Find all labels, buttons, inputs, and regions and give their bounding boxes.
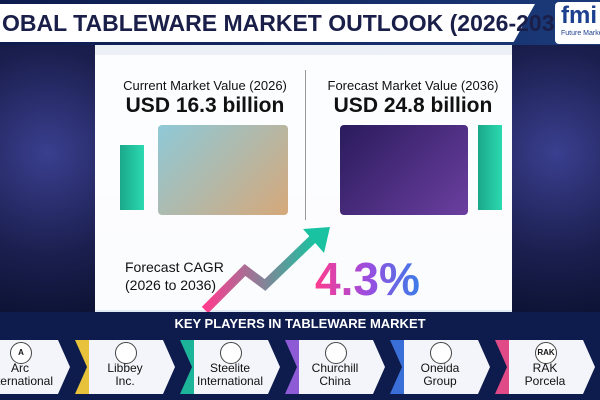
- growth-arrow: [201, 227, 330, 314]
- player-icon: [325, 342, 347, 364]
- player-icon: [115, 342, 137, 364]
- left-art: [0, 45, 95, 315]
- title-banner: [0, 4, 535, 42]
- player-icon: [430, 342, 452, 364]
- player-name: Oneida Group: [390, 362, 490, 388]
- cagr-value: 4.3%: [315, 253, 420, 305]
- player-card: Steelite International: [180, 340, 280, 394]
- player-card: RAK RAK Porcela: [495, 340, 595, 394]
- current-label: Current Market Value (2026): [123, 78, 287, 93]
- player-name-line: Oneida: [420, 361, 460, 375]
- player-icon: RAK: [535, 342, 557, 364]
- cagr-label-line: (2026 to 2036): [125, 277, 217, 293]
- player-name: RAK Porcela: [495, 362, 595, 388]
- current-bar: [120, 145, 144, 210]
- player-name: Steelite International: [180, 362, 280, 388]
- cagr-label: Forecast CAGR (2026 to 2036): [125, 258, 224, 294]
- cagr-label-line: Forecast CAGR: [125, 259, 224, 275]
- logo: fmi: [561, 2, 597, 29]
- logo-box: fmi Future Market: [555, 2, 600, 44]
- player-name-line: Churchill: [311, 361, 359, 375]
- forecast-value: USD 24.8 billion: [333, 94, 493, 117]
- player-name-line: China: [319, 374, 351, 388]
- current-image: [158, 125, 288, 215]
- player-card: AArcInternational: [0, 340, 70, 394]
- current-value: USD 16.3 billion: [125, 94, 285, 117]
- player-card: Oneida Group: [390, 340, 490, 394]
- divider: [305, 70, 306, 220]
- player-name-line: Libbey: [107, 361, 143, 375]
- player-name-line: Steelite: [209, 361, 251, 375]
- player-icon: [220, 342, 242, 364]
- player-name-line: Group: [423, 374, 457, 388]
- title: OBAL TABLEWARE MARKET OUTLOOK (2026-2036…: [2, 10, 575, 36]
- player-card: Libbey Inc.: [75, 340, 175, 394]
- player-name: Churchill China: [285, 362, 385, 388]
- player-name-line: Porcela: [524, 374, 566, 388]
- players-title: KEY PLAYERS IN TABLEWARE MARKET: [174, 316, 426, 331]
- right-art: [512, 45, 600, 315]
- player-name-line: Arc: [11, 361, 29, 375]
- player-name-line: International: [196, 374, 264, 388]
- player-name-line: International: [0, 374, 54, 388]
- forecast-bar: [478, 125, 502, 210]
- player-name-line: Inc.: [115, 374, 135, 388]
- player-name: Libbey Inc.: [75, 362, 175, 388]
- forecast-image: [340, 125, 468, 215]
- player-name-line: RAK: [532, 361, 558, 375]
- logo-caption: Future Market: [561, 30, 600, 37]
- player-card: Churchill China: [285, 340, 385, 394]
- player-name: ArcInternational: [0, 362, 70, 388]
- cagr: 4.3%: [315, 253, 420, 305]
- forecast-label: Forecast Market Value (2036): [327, 78, 499, 93]
- player-icon: A: [10, 342, 32, 364]
